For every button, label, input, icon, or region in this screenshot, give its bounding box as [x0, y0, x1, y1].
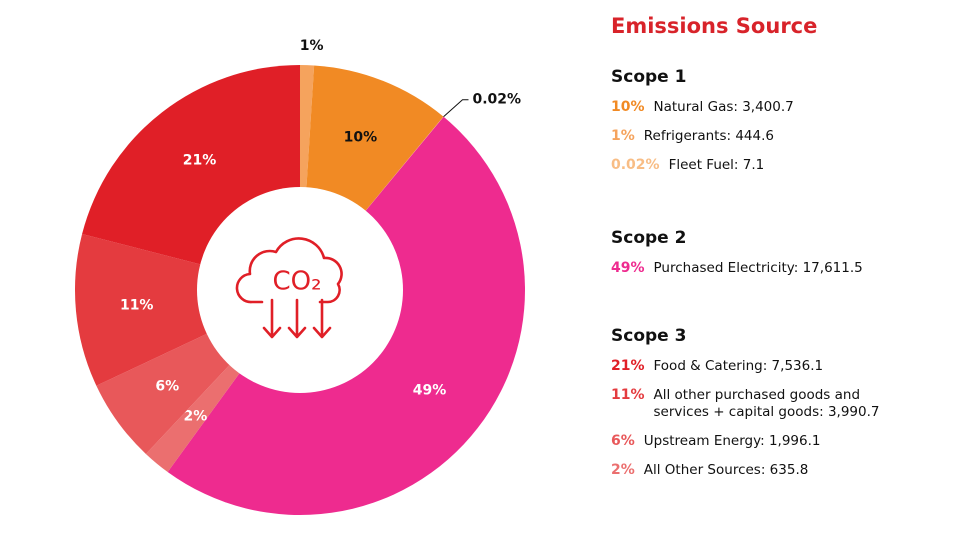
legend-label: Refrigerants: 444.6: [643, 128, 774, 144]
legend-label: Purchased Electricity: 17,611.5: [653, 260, 863, 276]
slice-label: 11%: [120, 297, 154, 313]
slice-label: 21%: [183, 152, 217, 168]
legend-label: Fleet Fuel: 7.1: [668, 157, 765, 173]
legend-label: All other purchased goods and services +…: [653, 387, 880, 420]
legend-percent: 0.02%: [611, 157, 660, 173]
legend-label: All Other Sources: 635.8: [643, 462, 809, 478]
legend-item: 0.02% Fleet Fuel: 7.1: [611, 157, 951, 174]
slice-label: 49%: [413, 383, 447, 399]
legend-percent: 2%: [611, 462, 635, 478]
legend-item: 11% All other purchased goods and service…: [611, 387, 951, 421]
legend-percent: 6%: [611, 433, 635, 449]
legend-group: Scope 3 21% Food & Catering: 7,536.1 11% All…: [611, 325, 951, 491]
donut-hole: [197, 187, 403, 393]
chart: 1% 10% 0.02% 49% 2% 6% 11% 21% CO₂: [75, 38, 526, 516]
legend-percent: 21%: [611, 358, 645, 374]
leader-line: [443, 99, 469, 118]
slice-label: 0.02%: [473, 92, 522, 108]
legend-item: 2% All Other Sources: 635.8: [611, 462, 951, 479]
group-heading: Scope 2: [611, 228, 687, 248]
legend-label: Upstream Energy: 1,996.1: [643, 433, 821, 449]
legend-percent: 1%: [611, 128, 635, 144]
legend-percent: 49%: [611, 260, 645, 276]
legend-item: 10% Natural Gas: 3,400.7: [611, 99, 951, 116]
slice-label: 10%: [344, 130, 378, 146]
slice-label: 6%: [155, 378, 179, 394]
legend-title: Emissions Source: [611, 14, 818, 38]
legend-item: 49% Purchased Electricity: 17,611.5: [611, 260, 951, 277]
legend-item: 21% Food & Catering: 7,536.1: [611, 358, 951, 375]
legend-percent: 10%: [611, 99, 645, 115]
legend-group: Scope 1 10% Natural Gas: 3,400.7 1% Refriger…: [611, 66, 951, 186]
slice-label: 2%: [184, 408, 208, 424]
legend-item: 6% Upstream Energy: 1,996.1: [611, 433, 951, 450]
slice-label: 1%: [300, 38, 324, 54]
legend-percent: 11%: [611, 387, 645, 403]
co2-icon: [235, 237, 343, 339]
group-heading: Scope 3: [611, 326, 687, 346]
legend-label: Food & Catering: 7,536.1: [653, 358, 824, 374]
legend-group: Scope 2 49% Purchased Electricity: 17,611.…: [611, 227, 951, 289]
legend-label: Natural Gas: 3,400.7: [653, 99, 794, 115]
center-label: CO₂: [272, 267, 321, 297]
group-heading: Scope 1: [611, 67, 687, 87]
donut-slice: [75, 233, 301, 386]
legend-item: 1% Refrigerants: 444.6: [611, 128, 951, 145]
